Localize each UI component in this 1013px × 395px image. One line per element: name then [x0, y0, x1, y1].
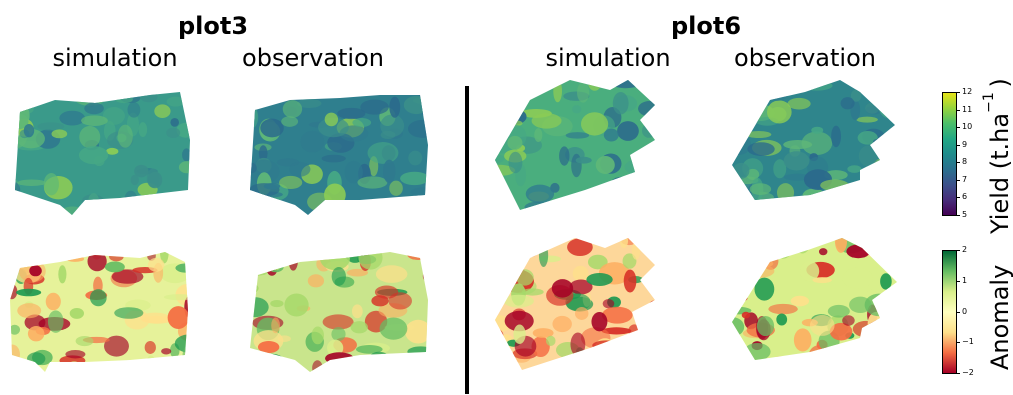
plot6-title: plot6 — [670, 12, 742, 40]
plot3-observation-title: observation — [242, 44, 384, 72]
yield-tick-label: 9 — [962, 139, 968, 149]
anomaly-tick-label: −2 — [962, 368, 974, 377]
anomaly-tick-mark — [957, 342, 960, 344]
plot3-simulation-yield-map — [15, 92, 190, 215]
yield-tick-mark — [957, 215, 960, 216]
anomaly-tick-label: −1 — [962, 337, 974, 347]
plot6-observation-anomaly-map — [732, 238, 897, 360]
yield-tick-label: 6 — [962, 192, 968, 202]
plot3-observation-yield-map — [250, 95, 428, 215]
yield-colorbar-label: Yield (t.ha−1 ) — [981, 78, 1013, 234]
yield-tick-mark — [957, 179, 960, 181]
yield-tick-mark — [957, 109, 960, 111]
plot6-simulation-title: simulation — [545, 44, 671, 72]
yield-tick-mark — [957, 92, 960, 93]
anomaly-tick-mark — [957, 311, 960, 313]
yield-tick-label: 8 — [962, 157, 968, 167]
yield-tick-mark — [957, 197, 960, 199]
anomaly-tick-label: 1 — [962, 275, 968, 285]
anomaly-tick-label: 2 — [962, 245, 968, 254]
plot3-simulation-anomaly-map — [10, 252, 188, 372]
plot6-observation-title: observation — [734, 44, 876, 72]
anomaly-tick-mark — [957, 250, 960, 251]
yield-tick-label: 12 — [962, 87, 973, 96]
yield-tick-label: 10 — [962, 122, 973, 132]
yield-tick-mark — [957, 162, 960, 164]
anomaly-tick-mark — [957, 373, 960, 374]
yield-tick-label: 11 — [962, 104, 973, 114]
yield-tick-mark — [957, 144, 960, 146]
plot6-simulation-yield-map — [495, 80, 655, 210]
plot6-simulation-anomaly-map — [495, 238, 655, 370]
anomaly-colorbar-label: Anomaly — [986, 264, 1013, 370]
anomaly-tick-label: 0 — [962, 306, 968, 316]
anomaly-tick-mark — [957, 280, 960, 282]
plot3-simulation-title: simulation — [52, 44, 178, 72]
plot-divider — [465, 86, 469, 394]
yield-tick-label: 5 — [962, 210, 968, 219]
yield-colorbar — [942, 92, 957, 216]
anomaly-colorbar — [942, 250, 957, 374]
plot3-observation-anomaly-map — [250, 252, 428, 372]
yield-tick-label: 7 — [962, 174, 968, 184]
plot6-observation-yield-map — [732, 80, 895, 200]
yield-tick-mark — [957, 127, 960, 129]
plot3-title: plot3 — [177, 12, 249, 40]
